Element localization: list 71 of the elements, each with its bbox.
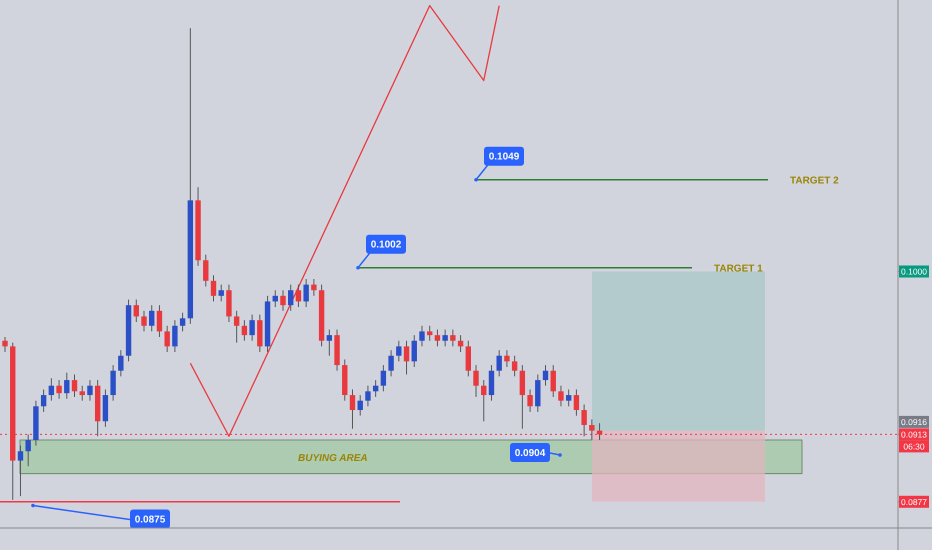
- annotation: 0.0875: [134, 514, 166, 526]
- candlestick: [481, 380, 486, 422]
- candlestick: [303, 278, 309, 308]
- candlestick: [149, 304, 154, 332]
- candlestick: [380, 364, 386, 392]
- annotation: 0.0904: [514, 448, 546, 459]
- candlestick: [296, 284, 302, 308]
- price-callout: 0.1049: [474, 146, 524, 182]
- candlestick: [272, 290, 278, 308]
- annotation: 0.1049: [488, 152, 520, 163]
- ref-line-label: TARGET 1: [714, 264, 764, 275]
- candlestick: [504, 350, 510, 368]
- candlestick: [48, 378, 54, 402]
- candlestick: [87, 380, 93, 402]
- candlestick: [203, 254, 208, 287]
- candlestick: [288, 284, 294, 312]
- candlestick: [372, 380, 378, 398]
- price-callout: 0.1002: [356, 234, 406, 270]
- candlestick: [550, 364, 556, 398]
- candlestick: [404, 340, 410, 375]
- candlestick: [234, 310, 240, 344]
- y-tick-label: 0.0913: [901, 429, 928, 440]
- candlestick: [326, 329, 332, 356]
- candlestick: [134, 299, 139, 323]
- candlestick: [388, 350, 394, 377]
- y-tick-label: 0.0877: [901, 496, 928, 507]
- candlestick: [72, 374, 78, 398]
- candlestick: [419, 325, 425, 347]
- candlestick: [496, 350, 502, 377]
- candlestick: [141, 310, 147, 332]
- candlestick: [172, 320, 178, 352]
- candlestick: [426, 325, 432, 342]
- price-tag: 0.0916: [899, 416, 929, 428]
- countdown-tag: 06:30: [899, 440, 929, 452]
- candlestick: [350, 388, 356, 430]
- candlestick: [566, 388, 572, 407]
- annotation: 0.1002: [370, 240, 402, 251]
- candlestick: [458, 334, 464, 352]
- candlestick: [210, 274, 216, 302]
- candlestick: [527, 388, 533, 412]
- candlestick: [18, 445, 24, 497]
- candlestick: [118, 350, 124, 377]
- candlestick: [574, 388, 580, 416]
- candlestick: [412, 334, 417, 368]
- y-tick-label: 0.1000: [901, 266, 928, 276]
- candlestick: [396, 340, 402, 362]
- candlestick: [450, 329, 456, 347]
- candlestick: [249, 314, 255, 342]
- candlestick: [311, 278, 317, 296]
- candlestick: [25, 434, 31, 467]
- price-callout: 0.0875: [31, 504, 170, 528]
- candlestick: [542, 364, 548, 386]
- candlestick: [242, 320, 248, 342]
- candlestick: [40, 388, 46, 412]
- ref-line-label: TARGET 2: [790, 176, 840, 187]
- candlestick: [512, 355, 518, 377]
- candlestick: [2, 336, 8, 352]
- band-label: BUYING AREA: [298, 452, 368, 464]
- candlestick: [80, 385, 85, 402]
- candlestick: [156, 304, 162, 338]
- candlestick: [442, 329, 448, 347]
- candlestick: [180, 312, 186, 332]
- candlestick: [56, 380, 62, 400]
- price-callout: 0.0904: [510, 443, 562, 462]
- candlestick: [358, 394, 363, 416]
- candlestick: [164, 325, 170, 352]
- candlestick: [434, 329, 440, 347]
- candlestick: [64, 372, 70, 400]
- candlestick: [218, 284, 224, 302]
- candlestick: [365, 385, 371, 407]
- candlestick: [473, 364, 479, 398]
